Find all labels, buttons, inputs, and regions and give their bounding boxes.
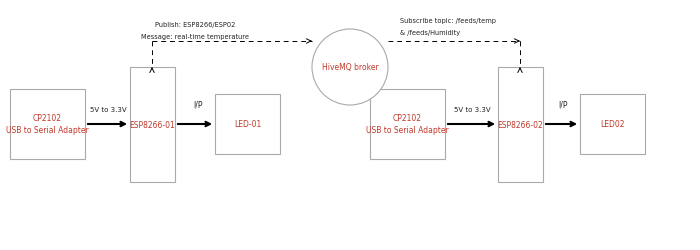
Text: HiveMQ broker: HiveMQ broker <box>321 63 379 72</box>
Text: Message: real-time temperature: Message: real-time temperature <box>141 34 249 40</box>
Text: ESP8266-01: ESP8266-01 <box>130 120 176 130</box>
Text: CP2102: CP2102 <box>393 114 422 123</box>
Bar <box>370 90 445 159</box>
Text: 5V to 3.3V: 5V to 3.3V <box>90 106 126 112</box>
Text: LED02: LED02 <box>601 120 624 129</box>
Ellipse shape <box>312 30 388 106</box>
Bar <box>498 68 543 182</box>
Text: LED-01: LED-01 <box>234 120 261 129</box>
Bar <box>10 90 85 159</box>
Text: CP2102: CP2102 <box>33 114 62 123</box>
Text: & /feeds/Humidity: & /feeds/Humidity <box>400 30 460 36</box>
Bar <box>580 94 645 154</box>
Bar <box>215 94 280 154</box>
Text: I/P: I/P <box>193 100 203 109</box>
Text: USB to Serial Adapter: USB to Serial Adapter <box>366 126 449 135</box>
Text: Publish: ESP8266/ESP02: Publish: ESP8266/ESP02 <box>155 22 235 28</box>
Text: ESP8266-02: ESP8266-02 <box>498 120 543 130</box>
Text: I/P: I/P <box>559 100 568 109</box>
Bar <box>130 68 175 182</box>
Text: 5V to 3.3V: 5V to 3.3V <box>454 106 490 112</box>
Text: Subscribe topic: /feeds/temp: Subscribe topic: /feeds/temp <box>400 18 496 24</box>
Text: USB to Serial Adapter: USB to Serial Adapter <box>6 126 89 135</box>
